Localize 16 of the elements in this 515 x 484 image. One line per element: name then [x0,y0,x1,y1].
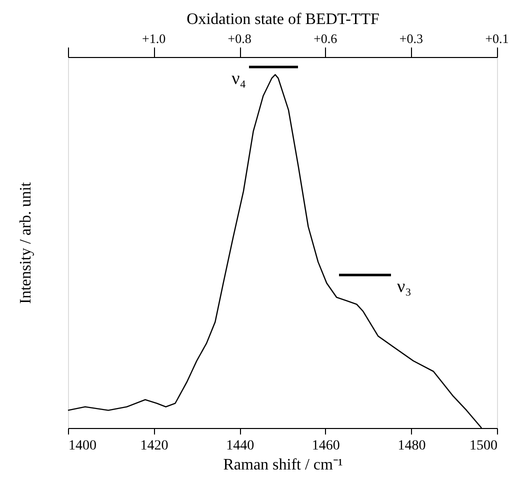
x-tick-label: 1500 [470,438,498,454]
x-tick-label: 1480 [398,438,426,454]
annotation: ν₃ [397,276,412,296]
text: +0.1 [485,31,509,46]
x-tick-label: 1420 [140,438,168,454]
text: +0.8 [228,31,252,46]
text: +0.6 [314,31,338,46]
x-tick-label: 1460 [312,438,340,454]
text: +0.3 [399,31,423,46]
x-tick-label: 1400 [68,438,96,454]
x-axis-title: Raman shift / cm⁻¹ [223,456,343,474]
y-axis-title: Intensity / arb. unit [18,182,34,304]
x-tick-label: 1440 [226,438,254,454]
annotation: ν₄ [232,68,246,88]
text: +1.0 [142,31,166,46]
x2-axis-title: Oxidation state of BEDT-TTF [186,11,380,28]
